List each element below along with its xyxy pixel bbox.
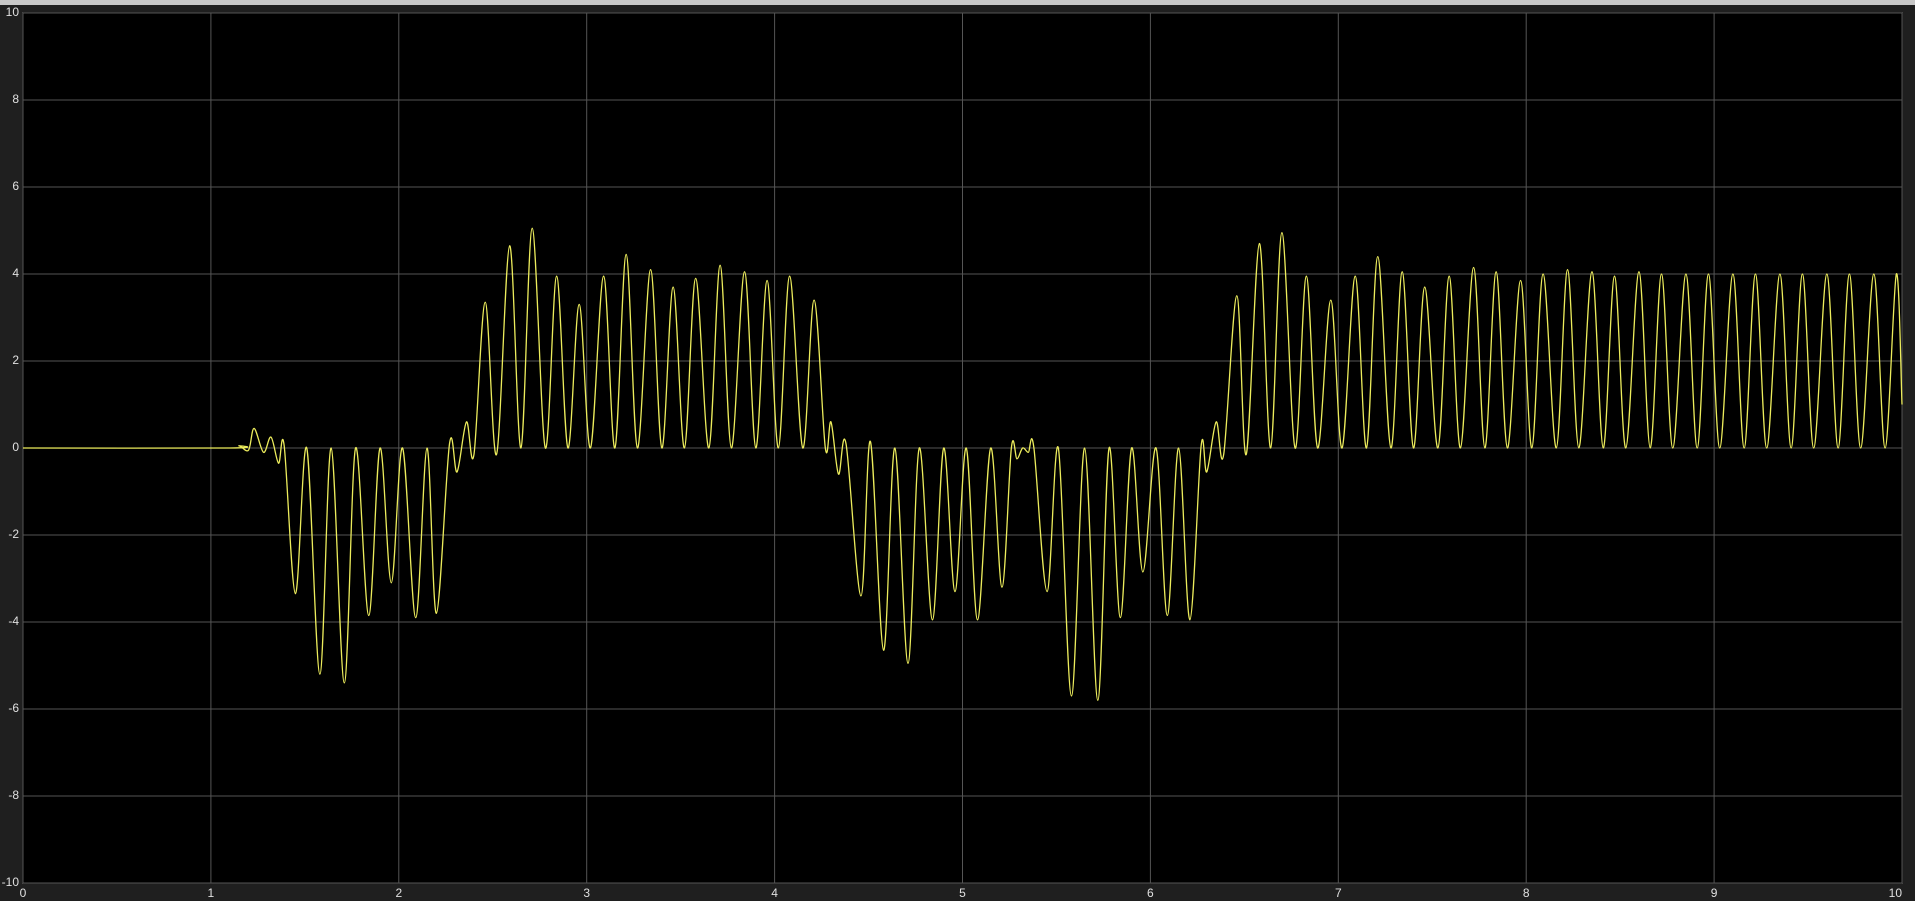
y-tick-label: 4 [12, 266, 19, 280]
y-tick-label: 10 [6, 5, 20, 19]
y-tick-label: -6 [8, 701, 19, 715]
y-tick-label: 0 [12, 440, 19, 454]
y-tick-label: -4 [8, 614, 19, 628]
y-tick-label: 8 [12, 92, 19, 106]
x-tick-label: 0 [20, 886, 27, 900]
top-bar [0, 0, 1915, 5]
x-tick-label: 4 [771, 886, 778, 900]
x-tick-label: 10 [1889, 886, 1903, 900]
x-tick-label: 3 [583, 886, 590, 900]
x-tick-label: 7 [1335, 886, 1342, 900]
x-tick-label: 2 [395, 886, 402, 900]
x-tick-label: 5 [959, 886, 966, 900]
x-tick-label: 6 [1147, 886, 1154, 900]
data-line [22, 227, 1903, 701]
x-tick-label: 8 [1523, 886, 1530, 900]
x-tick-label: 1 [208, 886, 215, 900]
y-tick-label: 6 [12, 179, 19, 193]
y-tick-label: -10 [2, 875, 20, 889]
y-tick-label: 2 [12, 353, 19, 367]
y-tick-label: -2 [8, 527, 19, 541]
x-tick-label: 9 [1711, 886, 1718, 900]
y-tick-label: -8 [8, 788, 19, 802]
